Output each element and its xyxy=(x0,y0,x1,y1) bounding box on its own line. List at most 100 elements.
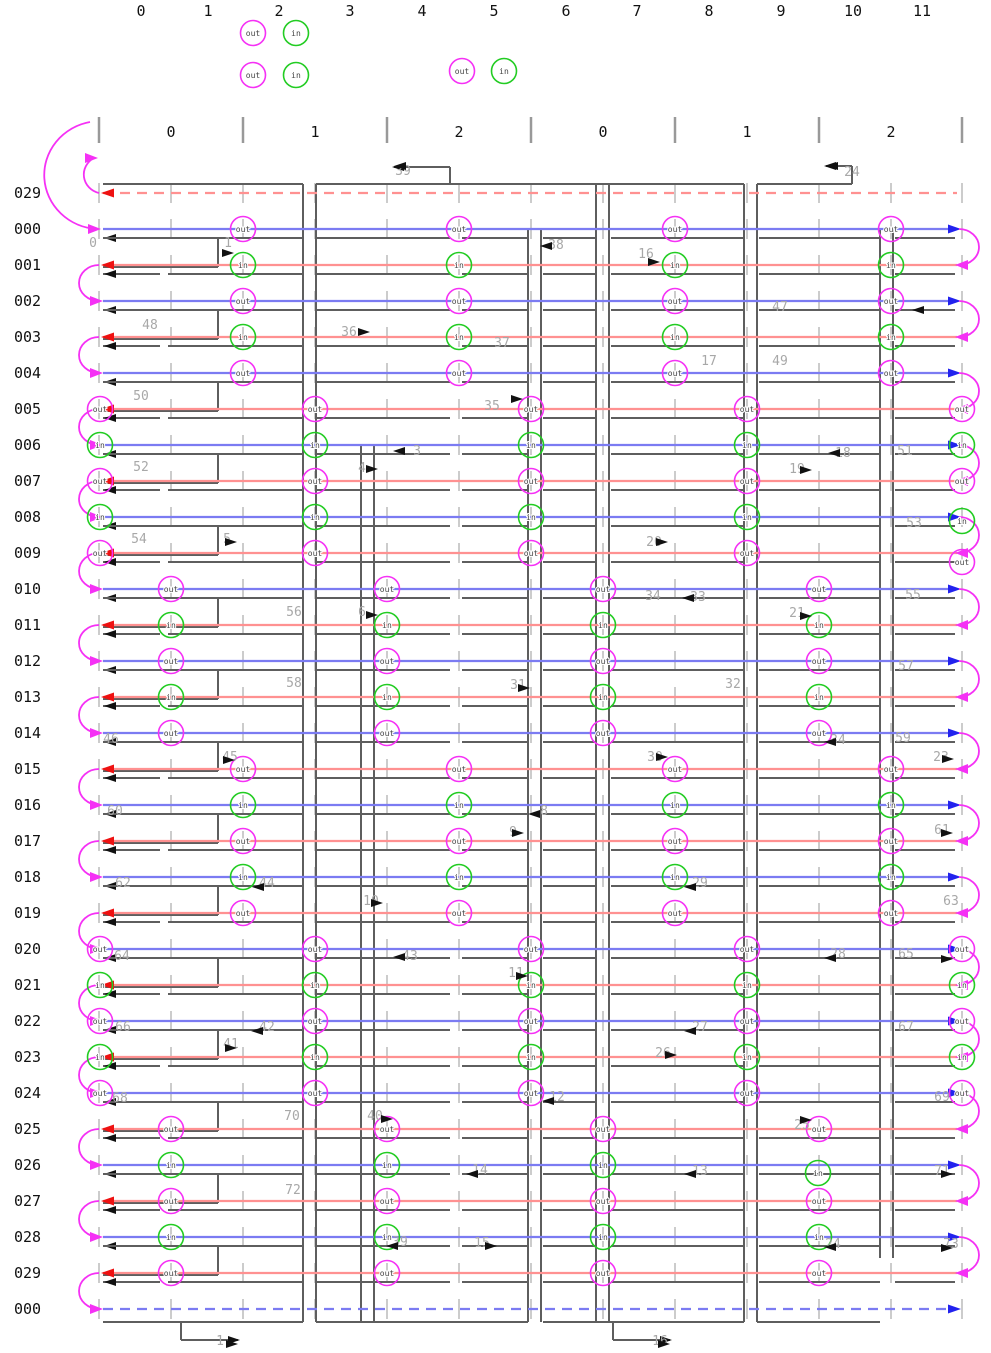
carrier-out-node xyxy=(661,827,689,855)
carrier-node-label: out xyxy=(524,477,539,486)
segment-number: 40 xyxy=(367,1109,383,1124)
pass-end-arrow-icon xyxy=(101,404,114,414)
section-axis-label: 2 xyxy=(886,123,895,141)
carrier-in-node xyxy=(373,1223,401,1251)
carrier-in-node xyxy=(86,503,114,531)
carrier-in-node xyxy=(517,1043,545,1071)
carrier-node-label: in xyxy=(670,873,680,882)
carrier-node-label: in xyxy=(598,621,608,630)
segment-number: 50 xyxy=(133,389,149,404)
carrier-node-label: in xyxy=(95,513,105,522)
turn-arrow-icon xyxy=(955,404,968,414)
carrier-node-label: out xyxy=(812,1269,827,1278)
carrier-node-label: in xyxy=(382,621,392,630)
yarn-arrow-icon xyxy=(512,829,524,837)
carrier-out-node xyxy=(517,935,545,963)
row-label: 011 xyxy=(14,616,41,634)
carrier-node-label: out xyxy=(668,837,683,846)
yarn-arrow-icon xyxy=(684,1027,696,1035)
carrier-node-label: in xyxy=(310,441,320,450)
segment-number: 33 xyxy=(690,590,706,605)
carrier-node-label: in xyxy=(814,621,824,630)
row-label: 022 xyxy=(14,1012,41,1030)
carrier-node-label: out xyxy=(164,1125,179,1134)
carrier-node-label: out xyxy=(884,369,899,378)
carrier-node-label: out xyxy=(246,71,261,80)
carrier-in-node xyxy=(948,431,976,459)
carrier-in-node xyxy=(948,971,976,999)
carrier-in-node xyxy=(445,863,473,891)
carrier-out-node xyxy=(86,395,114,423)
turn-arrow-icon xyxy=(955,1196,968,1206)
yarn-arrow-icon xyxy=(222,249,234,257)
carrier-in-node xyxy=(157,1223,185,1251)
carrier-node-label: in xyxy=(526,513,536,522)
pass-end-arrow-icon xyxy=(948,224,961,234)
carrier-out-node xyxy=(301,539,329,567)
carrier-node-label: out xyxy=(452,369,467,378)
yarn-arrow-icon xyxy=(104,1062,116,1070)
yarn-arrow-icon xyxy=(386,1242,398,1250)
carrier-out-node xyxy=(877,287,905,315)
turn-arrow-icon xyxy=(955,260,968,270)
carrier-out-node xyxy=(373,1259,401,1287)
pass-end-arrow-icon xyxy=(948,368,961,378)
carrier-out-node xyxy=(877,899,905,927)
carrier-out-node xyxy=(661,287,689,315)
carrier-node-label: in xyxy=(238,873,248,882)
pass-end-arrow-icon xyxy=(101,476,114,486)
carrier-in-node xyxy=(373,611,401,639)
carrier-out-node xyxy=(157,1115,185,1143)
carrier-out-node xyxy=(157,575,185,603)
carrier-node-label: in xyxy=(814,693,824,702)
pass-end-arrow-icon xyxy=(948,1160,961,1170)
carrier-node-label: out xyxy=(884,909,899,918)
carrier-node-label: out xyxy=(812,1197,827,1206)
segment-number: 1 xyxy=(224,236,232,251)
carrier-node-label: out xyxy=(596,1125,611,1134)
carrier-out-node xyxy=(86,539,114,567)
segment-number: 0 xyxy=(89,236,97,251)
carrier-node-label: in xyxy=(598,1161,608,1170)
carrier-out-node xyxy=(448,57,476,85)
top-axis-label: 0 xyxy=(136,2,145,20)
carrier-out-node xyxy=(877,755,905,783)
carrier-node-label: out xyxy=(164,657,179,666)
row-label: 007 xyxy=(14,472,41,490)
carrier-out-node xyxy=(948,467,976,495)
carrier-out-node xyxy=(373,1187,401,1215)
pass-end-arrow-icon xyxy=(948,656,961,666)
turn-arrow-icon xyxy=(90,872,103,882)
yarn-arrow-icon xyxy=(656,753,668,761)
carrier-out-node xyxy=(733,935,761,963)
turn-arc-left xyxy=(78,1128,100,1166)
pass-end-arrow-icon xyxy=(101,1268,114,1278)
carrier-in-node xyxy=(877,863,905,891)
pass-end-arrow-icon xyxy=(101,836,114,846)
segment-number: 6 xyxy=(358,605,366,620)
carrier-node-label: out xyxy=(93,477,108,486)
carrier-node-label: out xyxy=(740,549,755,558)
carrier-node-label: out xyxy=(812,729,827,738)
turn-arrow-icon xyxy=(90,728,103,738)
pass-end-arrow-icon xyxy=(948,728,961,738)
row-label: 017 xyxy=(14,832,41,850)
carrier-node-label: out xyxy=(955,558,970,567)
segment-number: 68 xyxy=(112,1091,128,1106)
carrier-out-node xyxy=(733,395,761,423)
pass-end-arrow-icon xyxy=(101,332,114,342)
carrier-in-node xyxy=(157,611,185,639)
segment-number: 58 xyxy=(286,676,302,691)
carrier-in-node xyxy=(948,507,976,535)
carrier-in-node xyxy=(805,611,833,639)
carrier-node-label: out xyxy=(524,1017,539,1026)
pass-end-arrow-icon xyxy=(101,260,114,270)
yarn-arrow-icon xyxy=(394,162,406,170)
yarn-arrow-icon xyxy=(826,162,838,170)
carrier-node-label: in xyxy=(454,261,464,270)
carrier-out-node xyxy=(86,935,114,963)
segment-number: 54 xyxy=(131,532,147,547)
turn-arc-top-small xyxy=(82,157,100,194)
carrier-out-node xyxy=(373,1115,401,1143)
carrier-out-node xyxy=(733,539,761,567)
